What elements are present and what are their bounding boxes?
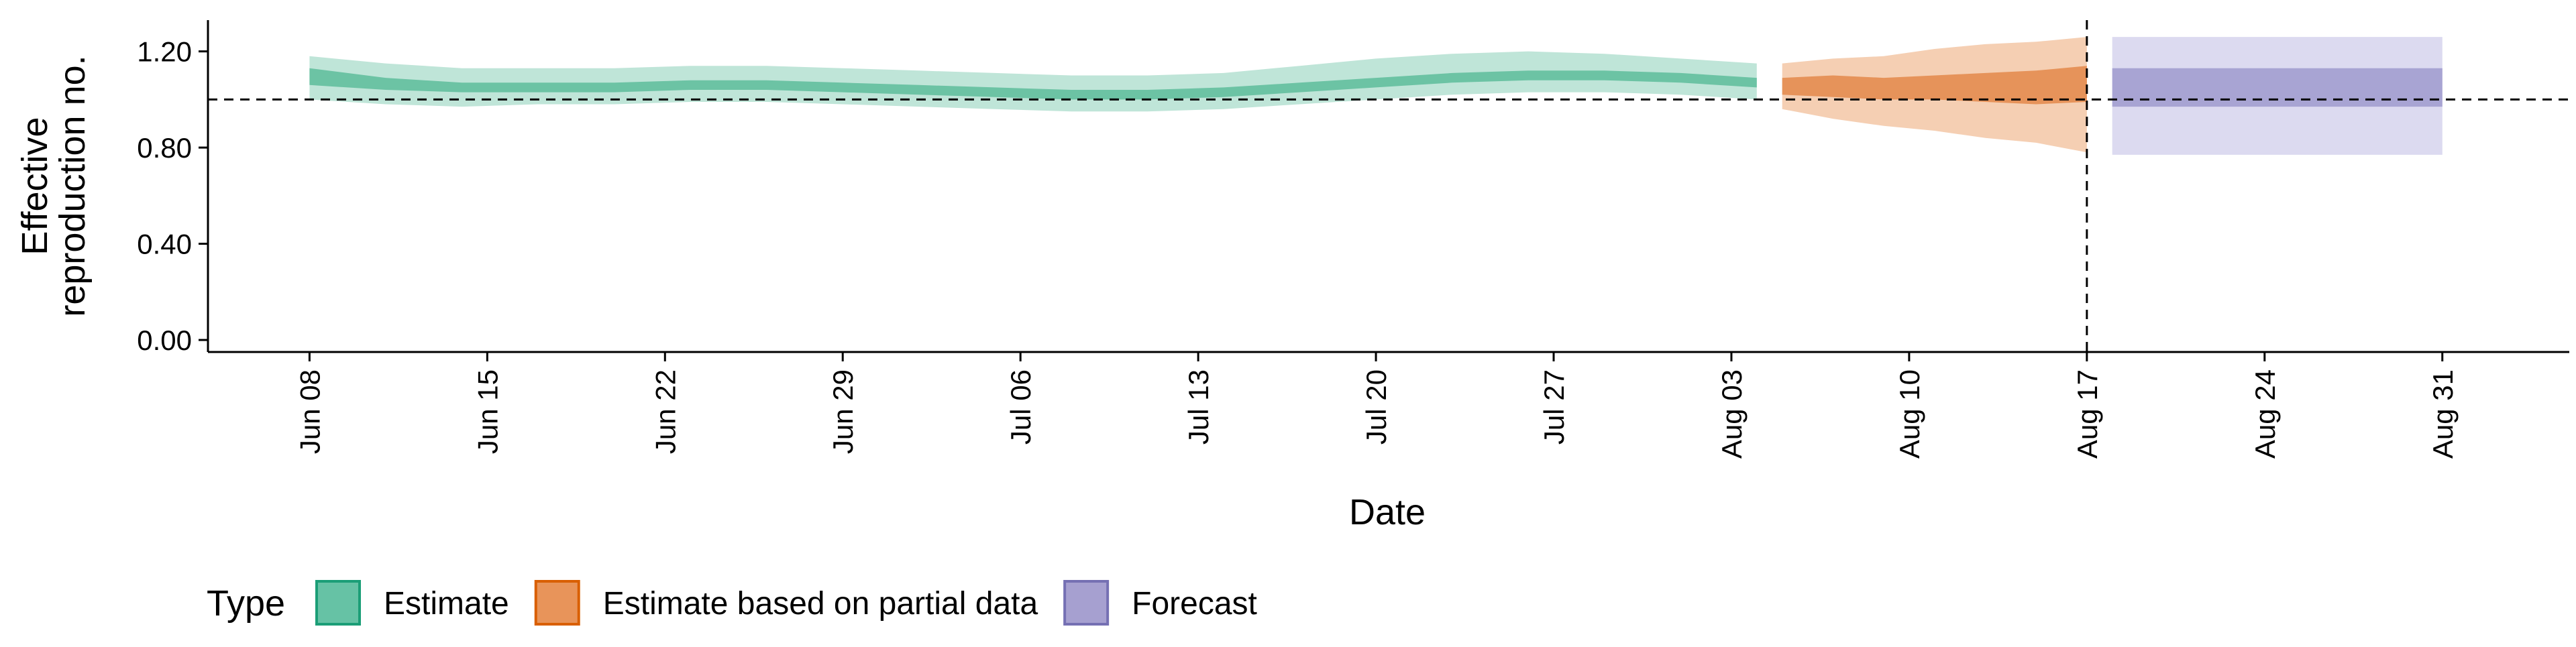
legend-swatch-forecast: [1063, 580, 1110, 626]
band-outer-estimate: [309, 51, 1757, 112]
x-tick-label: Aug 17: [2072, 369, 2103, 459]
y-tick-label: 1.20: [137, 36, 192, 68]
legend-label-forecast: Forecast: [1132, 586, 1257, 622]
y-ticks-layer: 0.00 0.40 0.80 1.20: [137, 36, 208, 356]
legend-swatch-estimate: [315, 580, 361, 626]
band-inner-forecast: [2112, 68, 2443, 107]
x-tick-label: Aug 10: [1894, 369, 1925, 459]
x-ticks-layer: Jun 08 Jun 15 Jun 22 Jun 29 Jul 06 Jul 13 Jul …: [294, 352, 2459, 459]
x-tick-label: Jul 20: [1360, 369, 1392, 445]
x-tick-label: Aug 24: [2249, 369, 2281, 459]
x-tick-label: Jun 22: [649, 369, 681, 454]
x-tick-label: Jul 06: [1005, 369, 1036, 445]
band-inner-estimate: [309, 68, 1757, 100]
legend-label-estimate: Estimate: [384, 586, 509, 622]
y-tick-label: 0.40: [137, 229, 192, 260]
band-inner-estimate-based-on-partial-data: [1782, 66, 2087, 105]
x-tick-label: Aug 03: [1716, 369, 1748, 459]
reference-lines-layer: [208, 20, 2569, 352]
x-tick-label: Jun 15: [472, 369, 503, 454]
y-tick-label: 0.80: [137, 132, 192, 164]
axes-layer: [207, 20, 2569, 353]
y-axis-title-line: Effective: [15, 117, 55, 255]
x-tick-label: Jun 08: [294, 369, 325, 454]
x-tick-label: Jun 29: [827, 369, 859, 454]
y-axis-title-line: reproduction no.: [52, 55, 93, 316]
bands-layer: [309, 37, 2443, 155]
x-tick-label: Jul 27: [1538, 369, 1570, 445]
legend: Type Estimate Estimate based on partial da…: [207, 580, 1257, 626]
x-tick-label: Aug 31: [2427, 369, 2459, 459]
legend-label-estimate-based-on-partial-data: Estimate based on partial data: [603, 586, 1038, 622]
x-axis-title: Date: [1349, 492, 1426, 532]
legend-title: Type: [207, 583, 285, 624]
y-tick-label: 0.00: [137, 325, 192, 356]
legend-swatch-estimate-based-on-partial-data: [534, 580, 580, 626]
x-tick-label: Jul 13: [1183, 369, 1214, 445]
